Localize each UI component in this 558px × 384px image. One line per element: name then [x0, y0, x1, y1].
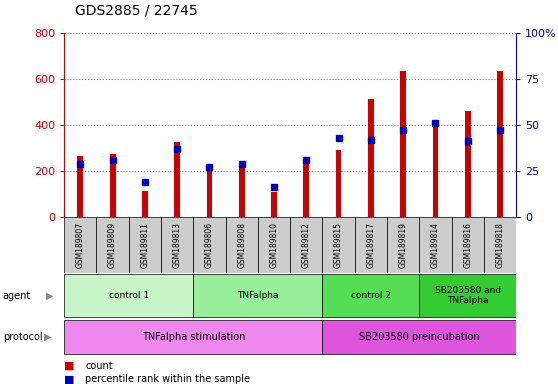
Bar: [193, 217, 225, 273]
Text: GSM189806: GSM189806: [205, 222, 214, 268]
Bar: [206, 164, 213, 217]
Text: ▶: ▶: [46, 291, 53, 301]
Text: GSM189810: GSM189810: [270, 222, 278, 268]
Text: GSM189813: GSM189813: [172, 222, 182, 268]
Bar: [174, 142, 180, 217]
Text: GSM189814: GSM189814: [431, 222, 440, 268]
Text: TNFalpha: TNFalpha: [237, 291, 278, 300]
Bar: [271, 192, 277, 217]
Bar: [193, 275, 323, 317]
Bar: [400, 71, 406, 217]
Text: ■: ■: [64, 374, 75, 384]
Text: SB203580 preincubation: SB203580 preincubation: [359, 332, 480, 342]
Bar: [432, 126, 439, 217]
Bar: [64, 217, 97, 273]
Text: count: count: [85, 361, 113, 371]
Bar: [304, 157, 309, 217]
Bar: [497, 71, 503, 217]
Text: GSM189817: GSM189817: [367, 222, 376, 268]
Bar: [355, 217, 387, 273]
Bar: [258, 217, 290, 273]
Text: GSM189811: GSM189811: [141, 222, 150, 268]
Text: GSM189809: GSM189809: [108, 222, 117, 268]
Bar: [290, 217, 323, 273]
Text: SB203580 and
TNFalpha: SB203580 and TNFalpha: [435, 286, 501, 305]
Text: control 2: control 2: [351, 291, 391, 300]
Bar: [64, 275, 193, 317]
Bar: [129, 217, 161, 273]
Bar: [323, 320, 516, 354]
Text: GSM189818: GSM189818: [496, 222, 504, 268]
Bar: [161, 217, 193, 273]
Text: GSM189807: GSM189807: [76, 222, 85, 268]
Bar: [368, 99, 374, 217]
Bar: [419, 217, 451, 273]
Bar: [78, 156, 83, 217]
Text: agent: agent: [3, 291, 31, 301]
Bar: [419, 275, 516, 317]
Bar: [387, 217, 419, 273]
Text: protocol: protocol: [3, 332, 42, 342]
Bar: [451, 217, 484, 273]
Text: GSM189808: GSM189808: [237, 222, 246, 268]
Bar: [110, 154, 116, 217]
Bar: [484, 217, 516, 273]
Text: GSM189816: GSM189816: [463, 222, 472, 268]
Text: GSM189812: GSM189812: [302, 222, 311, 268]
Bar: [225, 217, 258, 273]
Bar: [64, 320, 323, 354]
Text: ■: ■: [64, 361, 75, 371]
Text: GSM189815: GSM189815: [334, 222, 343, 268]
Bar: [465, 111, 470, 217]
Bar: [323, 275, 419, 317]
Text: GDS2885 / 22745: GDS2885 / 22745: [75, 3, 198, 17]
Text: control 1: control 1: [109, 291, 149, 300]
Bar: [336, 150, 341, 217]
Text: percentile rank within the sample: percentile rank within the sample: [85, 374, 251, 384]
Text: TNFalpha stimulation: TNFalpha stimulation: [142, 332, 245, 342]
Bar: [142, 191, 148, 217]
Bar: [323, 217, 355, 273]
Bar: [97, 217, 129, 273]
Text: GSM189819: GSM189819: [398, 222, 408, 268]
Bar: [239, 161, 244, 217]
Text: ▶: ▶: [44, 332, 51, 342]
